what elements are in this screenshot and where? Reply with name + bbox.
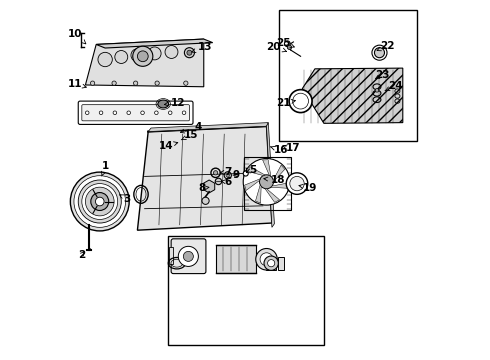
Text: 10: 10 [68, 29, 86, 44]
Polygon shape [265, 189, 279, 202]
Text: 22: 22 [377, 41, 395, 51]
Polygon shape [137, 126, 272, 230]
Text: 16: 16 [271, 145, 288, 155]
Bar [169, 247, 173, 264]
Text: 14: 14 [159, 141, 178, 151]
Ellipse shape [158, 100, 169, 108]
Circle shape [154, 111, 158, 114]
Circle shape [286, 173, 308, 194]
Text: 7: 7 [220, 167, 232, 177]
Circle shape [169, 111, 172, 114]
Polygon shape [273, 165, 285, 182]
Circle shape [214, 171, 218, 175]
Circle shape [148, 47, 161, 60]
Bar [278, 257, 285, 270]
Text: 6: 6 [221, 177, 232, 187]
Polygon shape [203, 180, 215, 193]
Circle shape [215, 178, 221, 185]
Text: 9: 9 [232, 170, 239, 180]
Polygon shape [263, 160, 271, 176]
Circle shape [78, 180, 122, 223]
Text: 5: 5 [246, 165, 257, 175]
Polygon shape [148, 123, 269, 132]
Text: 17: 17 [283, 143, 301, 153]
Bar [279, 10, 417, 140]
Text: 15: 15 [181, 130, 198, 140]
Polygon shape [247, 167, 265, 176]
Circle shape [131, 49, 144, 62]
Text: 13: 13 [192, 42, 212, 53]
Text: 18: 18 [264, 175, 285, 185]
Polygon shape [271, 183, 289, 188]
FancyBboxPatch shape [82, 105, 190, 121]
Circle shape [178, 246, 198, 266]
Circle shape [82, 184, 118, 220]
Circle shape [184, 81, 188, 85]
Circle shape [137, 51, 148, 62]
Bar [216, 245, 256, 273]
Circle shape [375, 89, 379, 92]
Circle shape [98, 52, 112, 67]
Polygon shape [302, 68, 403, 123]
Circle shape [290, 176, 304, 191]
Circle shape [115, 50, 128, 63]
Circle shape [268, 260, 275, 267]
FancyBboxPatch shape [171, 239, 206, 274]
Circle shape [91, 193, 109, 211]
Circle shape [155, 81, 159, 85]
Text: 2: 2 [78, 249, 85, 260]
Circle shape [243, 158, 290, 205]
Text: 1: 1 [101, 161, 109, 176]
Text: 20: 20 [267, 42, 287, 52]
Text: 19: 19 [299, 183, 318, 193]
Circle shape [226, 174, 230, 177]
Circle shape [374, 48, 385, 58]
Polygon shape [96, 39, 213, 48]
Bar [245, 157, 291, 211]
Text: 8: 8 [198, 183, 209, 193]
Text: 24: 24 [385, 81, 402, 91]
Circle shape [182, 111, 186, 114]
Bar [168, 235, 324, 345]
Polygon shape [255, 185, 261, 203]
Circle shape [127, 111, 130, 114]
Circle shape [287, 45, 292, 49]
Circle shape [112, 81, 116, 85]
Text: 21: 21 [276, 98, 295, 108]
Text: 3: 3 [120, 194, 131, 204]
Circle shape [133, 46, 153, 66]
Circle shape [260, 253, 273, 266]
Circle shape [243, 171, 248, 176]
Circle shape [74, 176, 125, 227]
Circle shape [289, 90, 312, 113]
Circle shape [183, 251, 194, 261]
Text: 11: 11 [68, 79, 86, 89]
Circle shape [256, 248, 277, 270]
Polygon shape [245, 179, 260, 190]
Circle shape [71, 172, 129, 231]
Text: 4: 4 [180, 122, 201, 133]
Polygon shape [267, 123, 274, 227]
Text: 23: 23 [375, 70, 390, 80]
Circle shape [187, 50, 192, 55]
Circle shape [99, 111, 103, 114]
Circle shape [165, 45, 178, 58]
Bar [266, 256, 276, 270]
Text: 25: 25 [276, 38, 294, 48]
Circle shape [133, 81, 138, 85]
Circle shape [293, 93, 309, 109]
Circle shape [141, 111, 145, 114]
Circle shape [264, 256, 278, 270]
Circle shape [85, 187, 114, 216]
Circle shape [285, 41, 290, 46]
Circle shape [91, 81, 95, 85]
Circle shape [85, 111, 89, 114]
Circle shape [96, 197, 104, 206]
Circle shape [184, 48, 195, 58]
Polygon shape [85, 39, 204, 87]
Circle shape [113, 111, 117, 114]
Text: 12: 12 [165, 98, 185, 108]
Circle shape [260, 175, 273, 189]
Circle shape [202, 197, 209, 204]
